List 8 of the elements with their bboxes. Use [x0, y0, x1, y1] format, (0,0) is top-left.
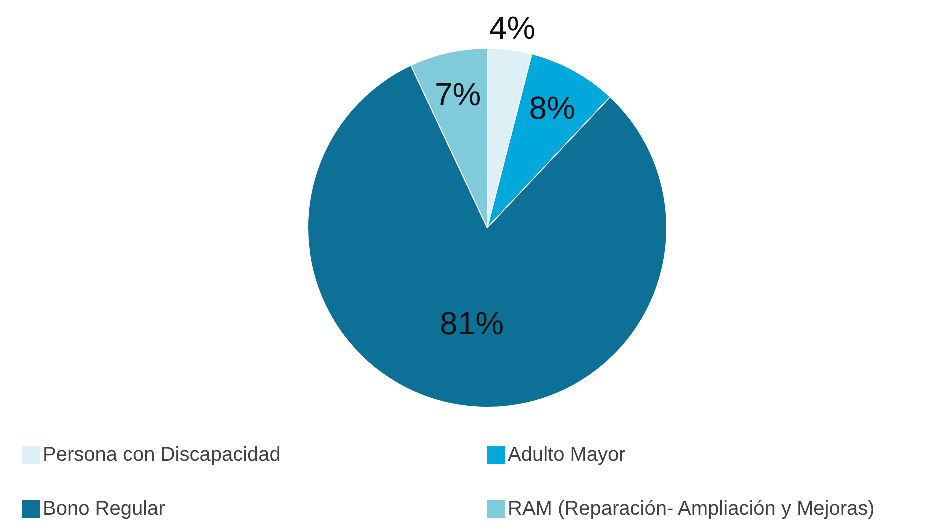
data-label: 4%: [489, 10, 536, 46]
legend-label: Adulto Mayor: [508, 444, 626, 466]
data-label: 81%: [440, 305, 504, 342]
legend-label: Persona con Discapacidad: [43, 444, 281, 466]
data-label: 7%: [435, 76, 482, 112]
legend-label: Bono Regular: [43, 498, 166, 520]
legend-label: RAM (Reparación- Ampliación y Mejoras): [508, 498, 875, 520]
data-label: 8%: [529, 90, 576, 126]
